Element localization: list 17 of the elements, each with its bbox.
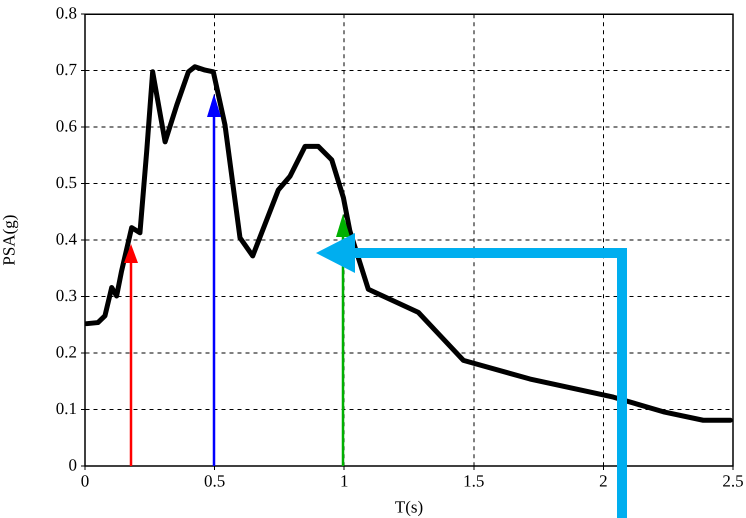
y-tick-label: 0.8 bbox=[56, 4, 77, 23]
x-tick-label: 1 bbox=[340, 472, 348, 491]
x-axis-title: T(s) bbox=[394, 497, 424, 516]
y-tick-label: 0.2 bbox=[56, 342, 77, 362]
x-tick-label: 1.5 bbox=[463, 472, 484, 491]
x-tick-label: 0 bbox=[80, 472, 90, 491]
y-tick-label: 0.5 bbox=[56, 173, 77, 192]
y-axis-title: PSA(g) bbox=[0, 214, 19, 266]
y-tick-label: 0.6 bbox=[56, 116, 77, 136]
y-tick-label: 0 bbox=[68, 455, 77, 474]
y-tick-label: 0.3 bbox=[56, 286, 77, 306]
y-tick-label: 0.4 bbox=[56, 230, 78, 249]
x-tick-label: 0.5 bbox=[204, 472, 226, 491]
y-tick-label: 0.1 bbox=[56, 398, 77, 418]
y-tick-label: 0.7 bbox=[56, 60, 78, 80]
x-tick-label: 2 bbox=[599, 472, 608, 491]
x-tick-label: 2.5 bbox=[722, 472, 744, 491]
